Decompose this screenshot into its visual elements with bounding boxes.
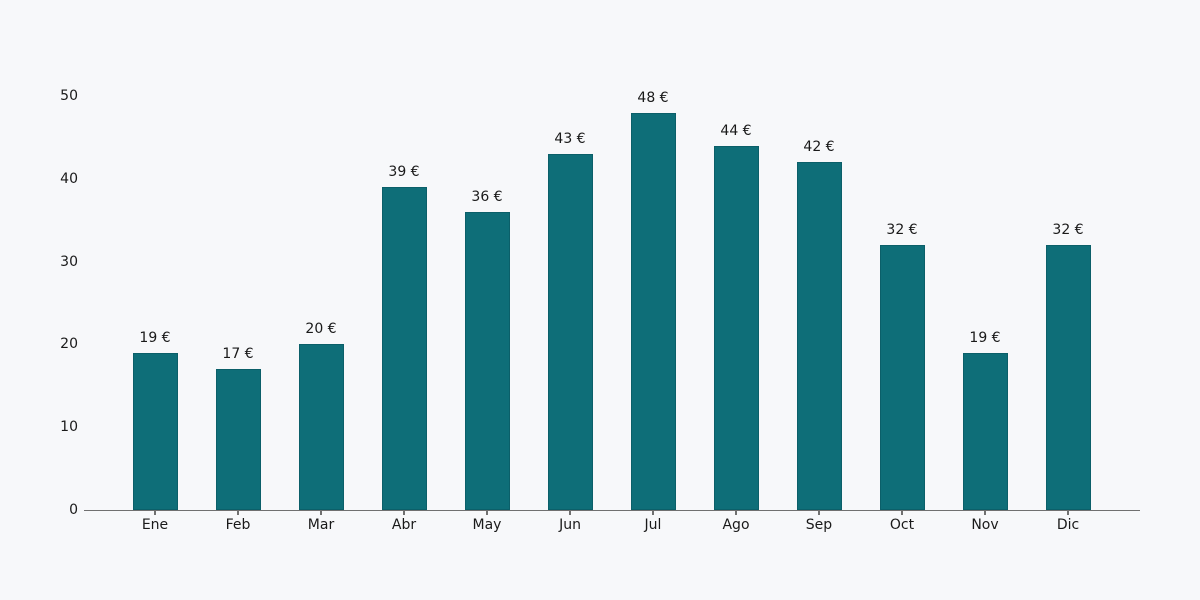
- y-tick-label: 0: [69, 502, 78, 518]
- bar: [879, 245, 925, 510]
- bar-value-label: 19 €: [139, 329, 171, 346]
- x-tick: [237, 510, 239, 515]
- x-tick: [486, 510, 488, 515]
- bar-value-label: 43 €: [554, 130, 586, 147]
- bar: [132, 352, 178, 510]
- bar-value-label: 32 €: [886, 222, 918, 239]
- x-tick-label: May: [472, 517, 502, 533]
- x-tick: [901, 510, 903, 515]
- bar-value-label: 17 €: [222, 346, 254, 363]
- bar-value-label: 19 €: [969, 329, 1001, 346]
- x-tick: [652, 510, 654, 515]
- bar-value-label: 32 €: [1052, 222, 1084, 239]
- y-tick-label: 50: [60, 88, 78, 104]
- bar: [713, 145, 759, 510]
- x-tick: [569, 510, 571, 515]
- y-tick-label: 40: [60, 170, 78, 187]
- bar: [381, 187, 427, 510]
- x-tick: [984, 510, 986, 515]
- x-tick-label: Abr: [391, 517, 417, 533]
- x-tick: [154, 510, 156, 515]
- x-tick-label: Mar: [307, 517, 335, 533]
- x-tick-label: Feb: [225, 517, 251, 533]
- bar: [547, 153, 593, 510]
- x-tick-label: Jun: [559, 517, 581, 533]
- x-tick: [735, 510, 737, 515]
- x-tick-label: Dic: [1056, 517, 1080, 533]
- bar: [962, 352, 1008, 510]
- x-tick-label: Oct: [889, 517, 915, 533]
- y-tick-label: 20: [60, 336, 78, 353]
- bar: [464, 211, 510, 510]
- bar: [215, 369, 261, 510]
- x-tick: [1067, 510, 1069, 515]
- x-tick-label: Sep: [805, 517, 833, 533]
- bar-value-label: 44 €: [720, 122, 752, 139]
- bar: [298, 344, 344, 510]
- bar-value-label: 39 €: [388, 164, 420, 181]
- bar-value-label: 42 €: [803, 139, 835, 156]
- bar-value-label: 20 €: [305, 321, 337, 338]
- bar-value-label: 48 €: [637, 89, 669, 106]
- bar: [630, 112, 676, 510]
- x-tick: [403, 510, 405, 515]
- bar: [796, 162, 842, 510]
- x-axis-line: [84, 509, 1140, 511]
- x-tick-label: Jul: [644, 517, 662, 533]
- bar-value-label: 36 €: [471, 188, 503, 205]
- y-tick-label: 30: [60, 253, 78, 270]
- x-tick-label: Ene: [141, 517, 169, 533]
- x-tick: [818, 510, 820, 515]
- x-tick-label: Ago: [722, 517, 750, 533]
- bar: [1045, 245, 1091, 510]
- y-tick-label: 10: [60, 419, 78, 436]
- x-tick-label: Nov: [971, 517, 999, 533]
- x-tick: [320, 510, 322, 515]
